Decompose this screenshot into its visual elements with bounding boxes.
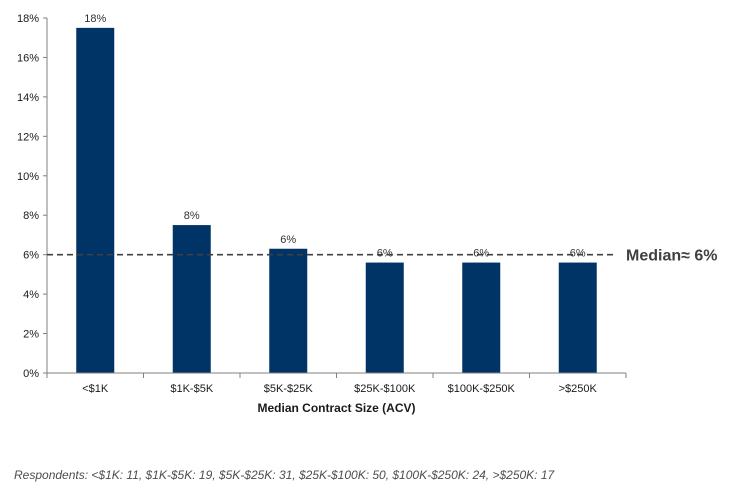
y-tick-label: 16% xyxy=(17,52,39,64)
bar xyxy=(269,248,308,373)
bar-data-label: 6% xyxy=(570,248,586,260)
x-tick-label: $25K-$100K xyxy=(354,383,416,395)
median-label: Median≈ 6% xyxy=(626,248,717,265)
x-tick-label: $1K-$5K xyxy=(170,383,213,395)
x-tick-label: $100K-$250K xyxy=(448,383,516,395)
y-tick-label: 2% xyxy=(23,329,39,341)
respondents-footnote: Respondents: <$1K: 11, $1K-$5K: 19, $5K-… xyxy=(14,468,555,482)
bar-data-label: 6% xyxy=(473,248,489,260)
y-tick-label: 10% xyxy=(17,171,39,183)
x-axis-title: Median Contract Size (ACV) xyxy=(257,401,415,415)
y-tick-label: 6% xyxy=(23,250,39,262)
bar xyxy=(365,262,404,373)
x-ticks-layer: <$1K $1K-$5K $5K-$25K $25K-$100K $100K-$250K… xyxy=(46,373,627,395)
y-tick-label: 18% xyxy=(17,13,39,25)
bar-data-label: 8% xyxy=(184,210,200,222)
bar xyxy=(462,262,501,373)
bar xyxy=(172,225,211,373)
y-tick-label: 8% xyxy=(23,210,39,222)
y-ticks-layer: 0% 2% 4% 6% 8% 10% 12% 14% 16% 18% xyxy=(17,13,47,380)
bars-layer xyxy=(76,27,597,373)
y-tick-label: 4% xyxy=(23,289,39,301)
y-tick-label: 0% xyxy=(23,368,39,380)
data-labels-layer: 18% 8% 6% 6% 6% 6% xyxy=(84,13,586,260)
y-tick-label: 14% xyxy=(17,92,39,104)
y-tick-label: 12% xyxy=(17,131,39,143)
x-tick-label: <$1K xyxy=(82,383,109,395)
bar xyxy=(558,262,597,373)
bar-data-label: 6% xyxy=(377,248,393,260)
bar xyxy=(76,27,115,373)
bar-data-label: 6% xyxy=(280,234,296,246)
x-tick-label: >$250K xyxy=(559,383,598,395)
x-tick-label: $5K-$25K xyxy=(264,383,314,395)
bar-data-label: 18% xyxy=(84,13,106,25)
